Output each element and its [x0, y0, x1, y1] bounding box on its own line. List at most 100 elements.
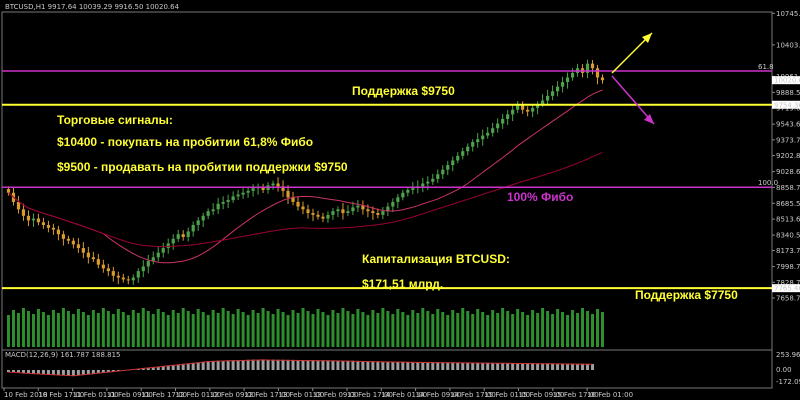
volume-bar — [456, 313, 460, 347]
macd-bar — [461, 362, 465, 370]
candle-body — [101, 264, 105, 269]
candle-body — [121, 277, 125, 280]
macd-bar — [276, 359, 280, 370]
y-tick-label: 10745.70 — [776, 10, 800, 18]
x-tick-label: 10 Feb 17:00 — [38, 391, 84, 399]
x-tick-label: 14 Feb 01:00 — [381, 391, 427, 399]
candle-body — [406, 189, 410, 193]
candle-body — [136, 271, 140, 278]
volume-bar — [186, 311, 190, 347]
candle-body — [541, 100, 545, 105]
ma-fast-line — [8, 89, 603, 264]
macd-bar — [291, 359, 295, 370]
macd-bar — [486, 362, 490, 370]
macd-bar — [26, 370, 30, 374]
volume-bar — [511, 314, 515, 347]
price-tag-support-9750: 9754.36 — [774, 101, 800, 109]
macd-bar — [106, 370, 110, 373]
price-tag-support-7750-bg — [772, 284, 800, 293]
volume-bar — [36, 309, 40, 347]
support-9750-label: Поддержка $9750 — [352, 84, 455, 98]
volume-bar — [281, 312, 285, 347]
volume-bar — [451, 310, 455, 347]
macd-bar — [511, 363, 515, 370]
candle-body — [176, 234, 180, 239]
macd-bar — [226, 360, 230, 370]
macd-bar — [241, 359, 245, 370]
y-tick-label: 9028.65 — [776, 168, 800, 176]
candle-body — [361, 205, 365, 210]
macd-bar — [71, 370, 75, 377]
candle-body — [191, 225, 195, 232]
candle-body — [560, 82, 565, 87]
candle-body — [281, 186, 285, 191]
candle-body — [286, 190, 290, 198]
volume-bar — [21, 308, 25, 347]
volume-bar — [136, 313, 140, 347]
volume-bar — [196, 309, 200, 347]
volume-bar — [486, 315, 490, 347]
price-tag-current-bg — [772, 76, 800, 85]
signal-buy-text: $10400 - покупать на пробитии 61,8% Фибо — [57, 135, 314, 149]
volume-bar — [86, 315, 90, 347]
x-tick-label: 12 Feb 01:00 — [176, 391, 222, 399]
candle-body — [381, 211, 385, 215]
macd-bar — [101, 370, 105, 373]
volume-bar — [426, 311, 430, 347]
volume-bar — [236, 309, 240, 347]
candle-body — [186, 231, 190, 237]
price-tag-current: 10020.64 — [774, 77, 800, 85]
candle-body — [81, 248, 85, 253]
volume-bar — [61, 308, 65, 347]
y-tick-label: 9888.55 — [776, 89, 800, 97]
candle-body — [21, 209, 26, 216]
volume-bar — [326, 315, 330, 347]
volume-bar — [471, 314, 475, 347]
candle-body — [301, 206, 305, 210]
candle-body — [291, 197, 295, 202]
candle-body — [446, 165, 450, 170]
volume-bar — [431, 314, 435, 347]
macd-bar — [491, 362, 495, 370]
macd-bar — [236, 360, 240, 370]
candle-body — [506, 114, 510, 119]
y-tick-label: 7828.75 — [776, 279, 800, 287]
candle-body — [401, 192, 405, 198]
candle-body — [396, 197, 400, 202]
candle-body — [26, 215, 31, 221]
volume-bar — [441, 312, 445, 347]
candle-body — [226, 200, 230, 202]
volume-bar — [421, 308, 425, 347]
candle-body — [521, 105, 525, 110]
x-tick-label: 15 Feb 17:00 — [553, 391, 599, 399]
volume-bar — [131, 310, 135, 347]
macd-bar — [381, 361, 385, 370]
volume-bar — [366, 315, 370, 347]
volume-bar — [226, 311, 230, 347]
volume-bar — [26, 311, 30, 347]
macd-bar — [286, 359, 290, 370]
candle-body — [201, 215, 205, 221]
macd-bar — [441, 362, 445, 370]
macd-bar — [321, 360, 325, 370]
macd-bar — [266, 359, 270, 370]
volume-bar — [81, 312, 85, 347]
macd-bar — [11, 370, 15, 373]
macd-bar — [496, 362, 500, 370]
macd-bar — [176, 364, 180, 370]
macd-bar — [346, 360, 350, 370]
macd-bar — [61, 370, 65, 376]
macd-bar — [296, 359, 300, 370]
volume-bar — [341, 308, 345, 347]
volume-bar — [146, 311, 150, 347]
volume-bar — [41, 312, 45, 347]
y-tick-label: 8173.75 — [776, 247, 800, 255]
macd-bar — [561, 363, 565, 370]
macd-bar — [476, 362, 480, 370]
volume-bar — [171, 310, 175, 347]
volume-bar — [241, 312, 245, 347]
candle-body — [545, 95, 550, 101]
volume-bar — [466, 311, 470, 347]
macd-bar — [366, 361, 370, 370]
